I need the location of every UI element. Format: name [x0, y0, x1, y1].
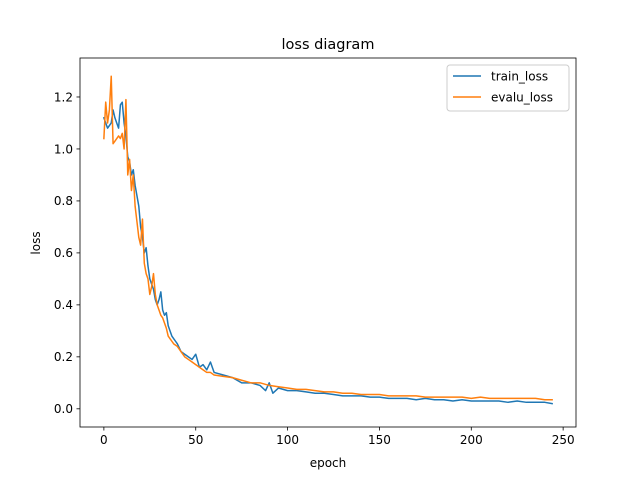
- series-line-evalu-loss: [103, 75, 553, 401]
- x-tick-label: 100: [276, 433, 299, 447]
- y-tick-label: 1.2: [54, 90, 73, 104]
- y-tick-label: 0.8: [54, 194, 73, 208]
- chart-title: loss diagram: [282, 37, 375, 53]
- y-tick-label: 0.2: [54, 350, 73, 364]
- x-tick-label: 200: [460, 433, 483, 447]
- x-tick-label: 150: [368, 433, 391, 447]
- legend: train_loss evalu_loss: [446, 64, 570, 112]
- y-tick-label: 0.0: [54, 402, 73, 416]
- x-tick-label: 0: [100, 433, 108, 447]
- legend-label-train-loss: train_loss: [491, 69, 548, 83]
- y-tick-label: 0.4: [54, 298, 73, 312]
- x-axis-label: epoch: [310, 456, 347, 470]
- y-tick-label: 1.0: [54, 142, 73, 156]
- x-tick-label: 50: [188, 433, 203, 447]
- y-axis-label: loss: [29, 231, 43, 254]
- x-tick-label: 250: [552, 433, 575, 447]
- y-tick-label: 0.6: [54, 246, 73, 260]
- axes-frame: [79, 57, 577, 428]
- legend-label-evalu-loss: evalu_loss: [491, 90, 553, 104]
- plot-area: 0 50 100 150 200 250 0.0 0.2 0.4 0.6 0.8 1.0 1.2: [54, 57, 577, 447]
